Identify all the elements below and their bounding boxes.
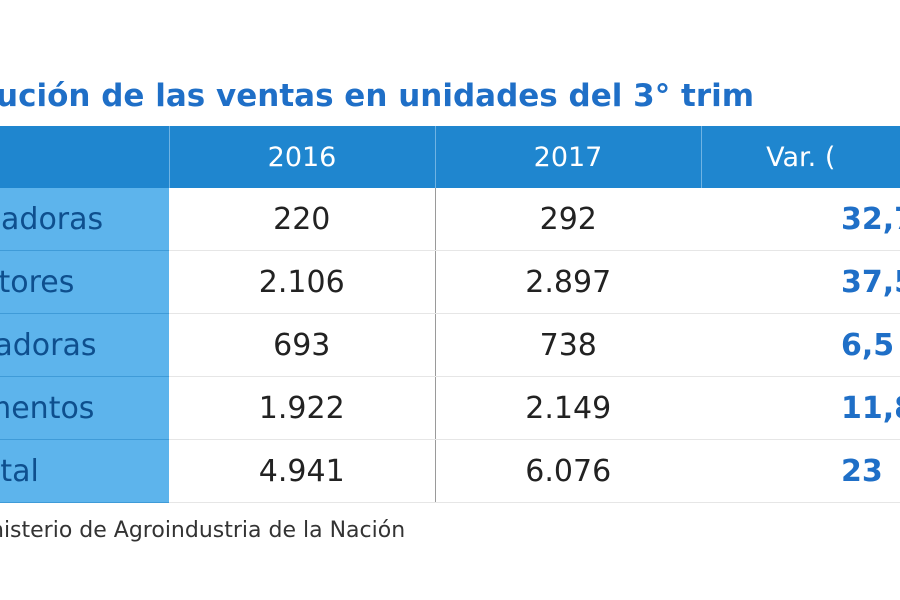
cell-variation: 11,8 (701, 376, 900, 440)
cell-2016: 693 (169, 313, 436, 377)
row-label: otal (0, 439, 169, 503)
header-row: 2016 2017 Var. ( (0, 126, 900, 188)
header-category (0, 126, 170, 188)
source-note: nisterio de Agroindustria de la Nación (0, 518, 406, 543)
cell-variation: 23 (701, 439, 900, 503)
cell-2017: 2.897 (435, 250, 701, 314)
header-2017: 2017 (435, 126, 702, 188)
header-variation: Var. ( (701, 126, 900, 188)
cell-variation: 6,5 (701, 313, 900, 377)
table-row: hadoras22029232,7 (0, 188, 900, 251)
cell-2017: 292 (435, 188, 701, 251)
table-row: radoras6937386,5 (0, 313, 900, 377)
row-label: ctores (0, 250, 169, 314)
cell-2016: 2.106 (169, 250, 436, 314)
cell-2017: 738 (435, 313, 701, 377)
chart-title: ución de las ventas en unidades del 3° t… (0, 78, 755, 114)
cell-2016: 4.941 (169, 439, 436, 503)
cell-2017: 6.076 (435, 439, 701, 503)
row-label: radoras (0, 313, 169, 377)
cell-variation: 32,7 (701, 188, 900, 251)
row-label: hadoras (0, 188, 169, 251)
cell-2016: 1.922 (169, 376, 436, 440)
cell-2017: 2.149 (435, 376, 701, 440)
row-label: mentos (0, 376, 169, 440)
cell-variation: 37,5 (701, 250, 900, 314)
cell-2016: 220 (169, 188, 436, 251)
table-body: hadoras22029232,7ctores2.1062.89737,5rad… (0, 188, 900, 503)
header-2016: 2016 (169, 126, 436, 188)
sales-table: 2016 2017 Var. ( hadoras22029232,7ctores… (0, 126, 900, 503)
